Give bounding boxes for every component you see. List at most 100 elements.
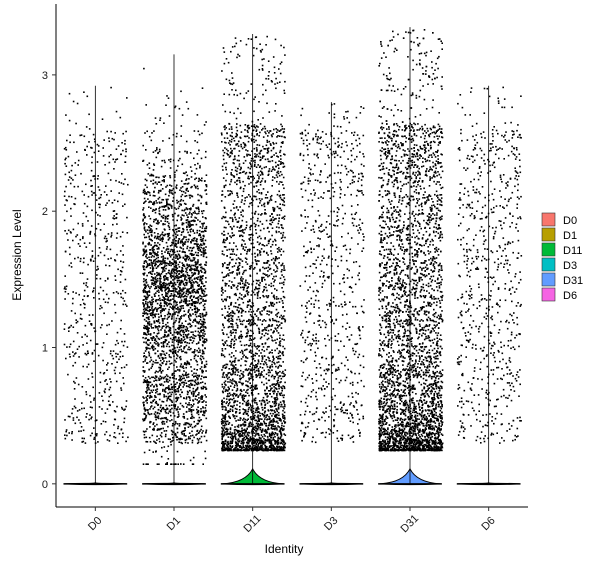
- jitter-point: [172, 215, 174, 218]
- jitter-point: [63, 219, 66, 222]
- jitter-point: [161, 159, 163, 162]
- jitter-point: [261, 356, 264, 359]
- jitter-point: [181, 382, 183, 384]
- jitter-point: [239, 445, 241, 447]
- jitter-point: [145, 400, 147, 402]
- jitter-point: [248, 345, 250, 347]
- jitter-point: [263, 276, 265, 279]
- jitter-point: [185, 402, 187, 405]
- jitter-point: [102, 420, 105, 423]
- jitter-point: [160, 184, 162, 186]
- jitter-point: [150, 401, 152, 404]
- jitter-point: [143, 233, 145, 236]
- jitter-point: [116, 232, 119, 235]
- jitter-point: [169, 275, 172, 277]
- jitter-point: [168, 341, 170, 343]
- jitter-point: [107, 233, 110, 235]
- jitter-point: [114, 366, 117, 369]
- jitter-point: [94, 420, 97, 422]
- jitter-point: [270, 144, 272, 146]
- jitter-point: [189, 336, 191, 339]
- jitter-point: [187, 274, 190, 277]
- jitter-point: [256, 297, 259, 299]
- jitter-point: [148, 310, 151, 312]
- jitter-point: [85, 284, 87, 287]
- jitter-point: [91, 147, 93, 149]
- jitter-point: [279, 394, 282, 396]
- jitter-point: [185, 260, 187, 262]
- jitter-point: [193, 376, 195, 378]
- jitter-point: [159, 428, 161, 430]
- jitter-point: [185, 195, 188, 197]
- jitter-point: [231, 324, 234, 326]
- jitter-point: [197, 254, 200, 257]
- jitter-point: [144, 302, 147, 305]
- jitter-point: [263, 334, 266, 337]
- jitter-point: [167, 381, 169, 383]
- jitter-point: [109, 179, 112, 181]
- jitter-point: [176, 396, 178, 399]
- jitter-point: [142, 463, 145, 465]
- jitter-point: [227, 372, 229, 375]
- jitter-point: [185, 279, 188, 281]
- jitter-point: [174, 349, 177, 352]
- jitter-point: [234, 428, 237, 431]
- jitter-point: [197, 355, 199, 357]
- jitter-point: [95, 434, 98, 437]
- jitter-point: [251, 262, 254, 264]
- jitter-point: [236, 274, 238, 276]
- jitter-point: [114, 161, 116, 163]
- jitter-point: [171, 250, 174, 253]
- jitter-point: [197, 291, 199, 293]
- jitter-point: [153, 336, 155, 339]
- jitter-point: [250, 125, 253, 127]
- jitter-point: [179, 296, 182, 299]
- jitter-point: [163, 376, 165, 379]
- jitter-point: [184, 429, 186, 432]
- jitter-point: [183, 432, 185, 435]
- jitter-point: [185, 269, 188, 271]
- jitter-point: [145, 327, 147, 330]
- jitter-point: [181, 430, 184, 433]
- jitter-point: [237, 209, 239, 211]
- jitter-point: [252, 160, 255, 162]
- jitter-point: [83, 302, 85, 305]
- jitter-point: [159, 304, 161, 306]
- jitter-point: [72, 228, 75, 231]
- jitter-point: [89, 233, 91, 235]
- jitter-point: [76, 416, 78, 419]
- jitter-point: [149, 421, 151, 424]
- jitter-point: [197, 310, 199, 312]
- jitter-point: [226, 311, 229, 313]
- jitter-point: [222, 47, 225, 49]
- jitter-point: [196, 386, 199, 389]
- jitter-point: [191, 426, 194, 429]
- jitter-point: [171, 315, 173, 317]
- jitter-point: [194, 172, 196, 175]
- jitter-point: [76, 151, 78, 153]
- jitter-point: [110, 234, 113, 236]
- jitter-point: [80, 426, 83, 428]
- jitter-point: [221, 298, 223, 301]
- jitter-point: [161, 318, 164, 320]
- jitter-point: [67, 229, 70, 232]
- jitter-point: [188, 288, 191, 290]
- jitter-point: [143, 381, 146, 383]
- jitter-point: [199, 368, 202, 370]
- jitter-point: [192, 351, 195, 353]
- jitter-point: [264, 445, 267, 447]
- jitter-point: [118, 432, 121, 435]
- jitter-point: [187, 437, 190, 440]
- jitter-point: [190, 224, 192, 226]
- jitter-point: [280, 158, 282, 160]
- jitter-point: [162, 270, 164, 272]
- jitter-point: [254, 371, 256, 373]
- jitter-point: [176, 427, 179, 430]
- jitter-point: [154, 347, 157, 350]
- jitter-point: [199, 249, 202, 251]
- jitter-point: [187, 442, 189, 444]
- jitter-point: [224, 409, 227, 411]
- jitter-point: [172, 308, 174, 311]
- jitter-point: [145, 223, 148, 225]
- jitter-point: [158, 338, 161, 341]
